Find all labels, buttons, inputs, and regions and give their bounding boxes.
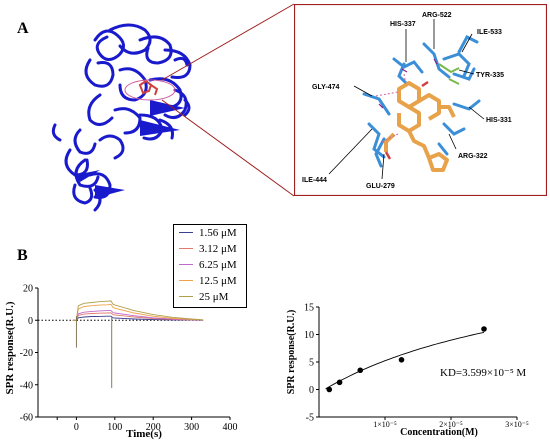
x-tick-label: 200 bbox=[146, 422, 161, 433]
legend-swatch bbox=[179, 296, 193, 297]
y-axis-label: SPR response(R.U.) bbox=[4, 301, 16, 394]
residue-label: ILE-444 bbox=[302, 177, 327, 184]
legend-label: 25 μM bbox=[199, 291, 229, 303]
x-tick-label: 3×10⁻⁵ bbox=[505, 420, 529, 429]
series-line bbox=[72, 310, 204, 321]
fit-curve bbox=[325, 331, 485, 390]
residue-label: GLY-474 bbox=[312, 84, 339, 91]
y-tick-label: 5 bbox=[309, 358, 314, 369]
data-point bbox=[326, 386, 333, 393]
x-tick-label: 100 bbox=[107, 422, 122, 433]
x-tick-label: 0 bbox=[74, 422, 79, 433]
y-tick-label: -20 bbox=[20, 348, 33, 359]
legend-swatch bbox=[179, 248, 193, 249]
data-point bbox=[398, 357, 405, 363]
legend-label: 1.56 μM bbox=[199, 227, 237, 239]
x-axis-label: Time(s) bbox=[126, 428, 162, 440]
legend: 1.56 μM 3.12 μM 6.25 μM 12.5 μM 25 μM bbox=[173, 224, 247, 308]
series-line bbox=[72, 303, 204, 321]
residue-label: TYR-335 bbox=[476, 72, 504, 79]
series-line bbox=[72, 312, 204, 321]
legend-label: 6.25 μM bbox=[199, 259, 237, 271]
y-tick-label: 20 bbox=[23, 284, 33, 295]
panel-a-label: A bbox=[17, 20, 29, 37]
x-axis-label: Concentration(M) bbox=[400, 427, 478, 438]
x-tick-label: 300 bbox=[184, 422, 199, 433]
y-tick-label: 15 bbox=[304, 303, 314, 314]
y-tick-label: 0 bbox=[309, 385, 314, 396]
y-tick-label: -5 bbox=[306, 413, 314, 424]
residue-label: ILE-533 bbox=[477, 29, 502, 36]
data-point bbox=[336, 379, 343, 386]
legend-item: 3.12 μM bbox=[174, 241, 246, 257]
panel-b-label: B bbox=[17, 247, 28, 264]
y-axis-label: SPR response(R.U.) bbox=[286, 310, 297, 395]
residue-label: HIS-331 bbox=[486, 117, 512, 124]
kd-annotation: KD=3.599×10⁻⁵ M bbox=[440, 367, 526, 379]
data-point bbox=[357, 367, 364, 374]
protein-structure-image bbox=[51, 3, 295, 212]
binding-pocket-zoom: HIS-337 ARG-522 ILE-533 GLY-474 TYR-335 … bbox=[294, 4, 547, 196]
legend-swatch bbox=[179, 280, 193, 281]
legend-item: 1.56 μM bbox=[174, 225, 246, 241]
series-line bbox=[72, 300, 204, 321]
y-tick-label: 10 bbox=[304, 330, 314, 341]
legend-item: 12.5 μM bbox=[174, 273, 246, 289]
y-tick-label: -60 bbox=[20, 413, 33, 424]
legend-label: 3.12 μM bbox=[199, 243, 237, 255]
residue-label: ARG-522 bbox=[422, 12, 452, 19]
legend-label: 12.5 μM bbox=[199, 275, 237, 287]
residue-label: GLU-279 bbox=[366, 183, 395, 190]
x-tick-label: 400 bbox=[223, 422, 238, 433]
residue-label: ARG-322 bbox=[458, 153, 488, 160]
series-line bbox=[72, 315, 204, 321]
x-tick-label: 1×10⁻⁵ bbox=[373, 420, 397, 429]
kd-fit-chart: -5 0 5 10 15 1×10⁻⁵ 2×10⁻⁵ 3×10⁻⁵ SPR response(… bbox=[286, 303, 529, 439]
legend-swatch bbox=[179, 232, 193, 233]
residue-label: HIS-337 bbox=[390, 21, 416, 28]
legend-swatch bbox=[179, 264, 193, 265]
y-tick-label: 0 bbox=[28, 316, 33, 327]
data-point bbox=[481, 326, 487, 332]
x-tick-label: 2×10⁻⁵ bbox=[439, 420, 463, 429]
legend-item: 25 μM bbox=[174, 289, 246, 305]
legend-item: 6.25 μM bbox=[174, 257, 246, 273]
y-tick-label: -40 bbox=[20, 380, 33, 391]
